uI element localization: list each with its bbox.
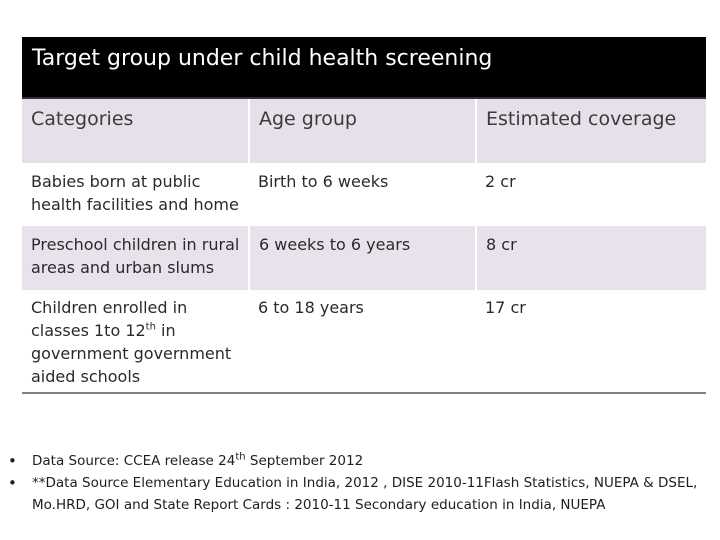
cell-age-group: Birth to 6 weeks (249, 163, 476, 226)
cell-category: Preschool children in rural areas and ur… (22, 226, 250, 290)
source-note-2: • **Data Source Elementary Education in I… (8, 474, 698, 513)
header-age-group: Age group (249, 99, 477, 163)
table-row: Preschool children in rural areas and ur… (22, 226, 706, 290)
cell-coverage: 17 cr (476, 290, 706, 394)
cell-coverage: 8 cr (476, 226, 706, 290)
bullet-icon: • (8, 474, 17, 492)
table-title: Target group under child health screenin… (22, 37, 706, 99)
source-note-1: • Data Source: CCEA release 24th Septembe… (8, 451, 364, 470)
cell-category: Babies born at public health facilities … (22, 163, 249, 226)
cell-category: Children enrolled in classes 1to 12th in… (22, 290, 249, 394)
source-notes: • Data Source: CCEA release 24th Septembe… (8, 450, 713, 516)
cell-age-group: 6 to 18 years (249, 290, 476, 394)
header-estimated-coverage: Estimated coverage (476, 99, 706, 163)
bullet-icon: • (8, 452, 17, 470)
table-row: Babies born at public health facilities … (22, 163, 706, 226)
header-categories: Categories (22, 99, 250, 163)
cell-coverage: 2 cr (476, 163, 706, 226)
cell-age-group: 6 weeks to 6 years (249, 226, 477, 290)
coverage-table-container: Target group under child health screenin… (22, 37, 706, 394)
table-row: Children enrolled in classes 1to 12th in… (22, 290, 706, 394)
table-header-row: Categories Age group Estimated coverage (22, 99, 706, 163)
coverage-table: Categories Age group Estimated coverage … (22, 99, 706, 394)
